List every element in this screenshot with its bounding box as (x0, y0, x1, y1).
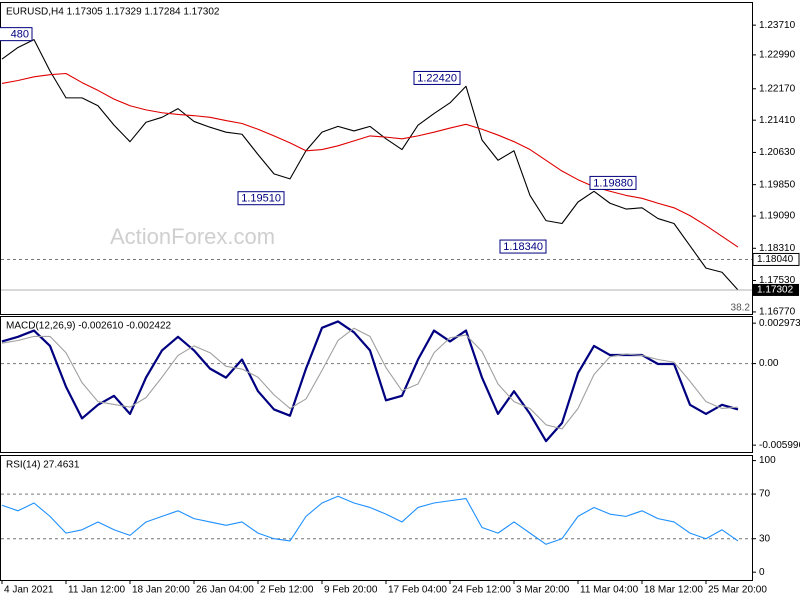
panel-frame (0, 455, 753, 581)
price-annotation: 1.19510 (241, 193, 281, 205)
y-tick-label: -0.005996 (759, 440, 800, 451)
x-tick-label: 11 Mar 04:00 (580, 585, 639, 596)
price-annotation-box (237, 191, 285, 206)
y-tick-label: 70 (759, 489, 771, 500)
level-label: 1.18040 (757, 254, 794, 265)
level-label-box (752, 252, 800, 266)
series-line (1, 39, 739, 291)
y-tick-label: 0.002973 (759, 318, 800, 329)
panel-title: MACD(12,26,9) -0.002610 -0.002422 (6, 321, 172, 332)
last-price-box (753, 283, 799, 296)
watermark: ActionForex.com (110, 224, 275, 249)
panel-frame (0, 316, 753, 453)
last-price-label: 1.17302 (757, 285, 794, 296)
price-annotation: 1.18340 (503, 241, 543, 253)
y-tick-label: 0.00 (759, 358, 779, 369)
price-annotation-box (0, 27, 33, 42)
panel-frame (0, 2, 753, 315)
x-tick-label: 2 Feb 12:00 (260, 585, 314, 596)
x-tick-label: 18 Mar 12:00 (644, 585, 703, 596)
y-tick-label: 1.20630 (759, 147, 796, 158)
series-line (1, 495, 739, 545)
x-tick-label: 26 Jan 04:00 (196, 585, 254, 596)
y-tick-label: 1.16770 (759, 307, 796, 318)
x-tick-label: 18 Jan 20:00 (132, 585, 190, 596)
y-tick-label: 1.23710 (759, 20, 796, 31)
y-tick-label: 1.17530 (759, 275, 796, 286)
series-line (1, 320, 739, 443)
panel-title: RSI(14) 27.4631 (6, 460, 80, 471)
series-line (1, 327, 739, 430)
price-annotation-box (413, 70, 461, 85)
price-annotation: 480 (11, 29, 29, 41)
x-tick-label: 11 Jan 12:00 (68, 585, 126, 596)
panel-title: EURUSD,H4 1.17305 1.17329 1.17284 1.1730… (6, 7, 220, 18)
series-line (1, 72, 739, 248)
y-tick-label: 1.18310 (759, 243, 796, 254)
x-tick-label: 4 Jan 2021 (4, 585, 54, 596)
y-tick-label: 0 (759, 567, 765, 578)
price-annotation-box (589, 175, 637, 190)
y-tick-label: 1.21410 (759, 115, 796, 126)
x-tick-label: 25 Mar 20:00 (708, 585, 767, 596)
x-tick-label: 9 Feb 20:00 (324, 585, 378, 596)
price-annotation: 1.22420 (417, 72, 457, 84)
y-tick-label: 100 (759, 455, 776, 466)
fib-label: 38.2 (731, 303, 751, 314)
y-tick-label: 1.22170 (759, 83, 796, 94)
x-tick-label: 3 Mar 20:00 (516, 585, 570, 596)
y-tick-label: 30 (759, 533, 771, 544)
price-annotation-box (499, 239, 547, 254)
x-tick-label: 24 Feb 12:00 (452, 585, 511, 596)
y-tick-label: 1.19090 (759, 211, 796, 222)
x-tick-label: 17 Feb 04:00 (388, 585, 447, 596)
price-annotation: 1.19880 (593, 177, 633, 189)
y-tick-label: 1.19850 (759, 179, 796, 190)
y-tick-label: 1.22990 (759, 50, 796, 61)
